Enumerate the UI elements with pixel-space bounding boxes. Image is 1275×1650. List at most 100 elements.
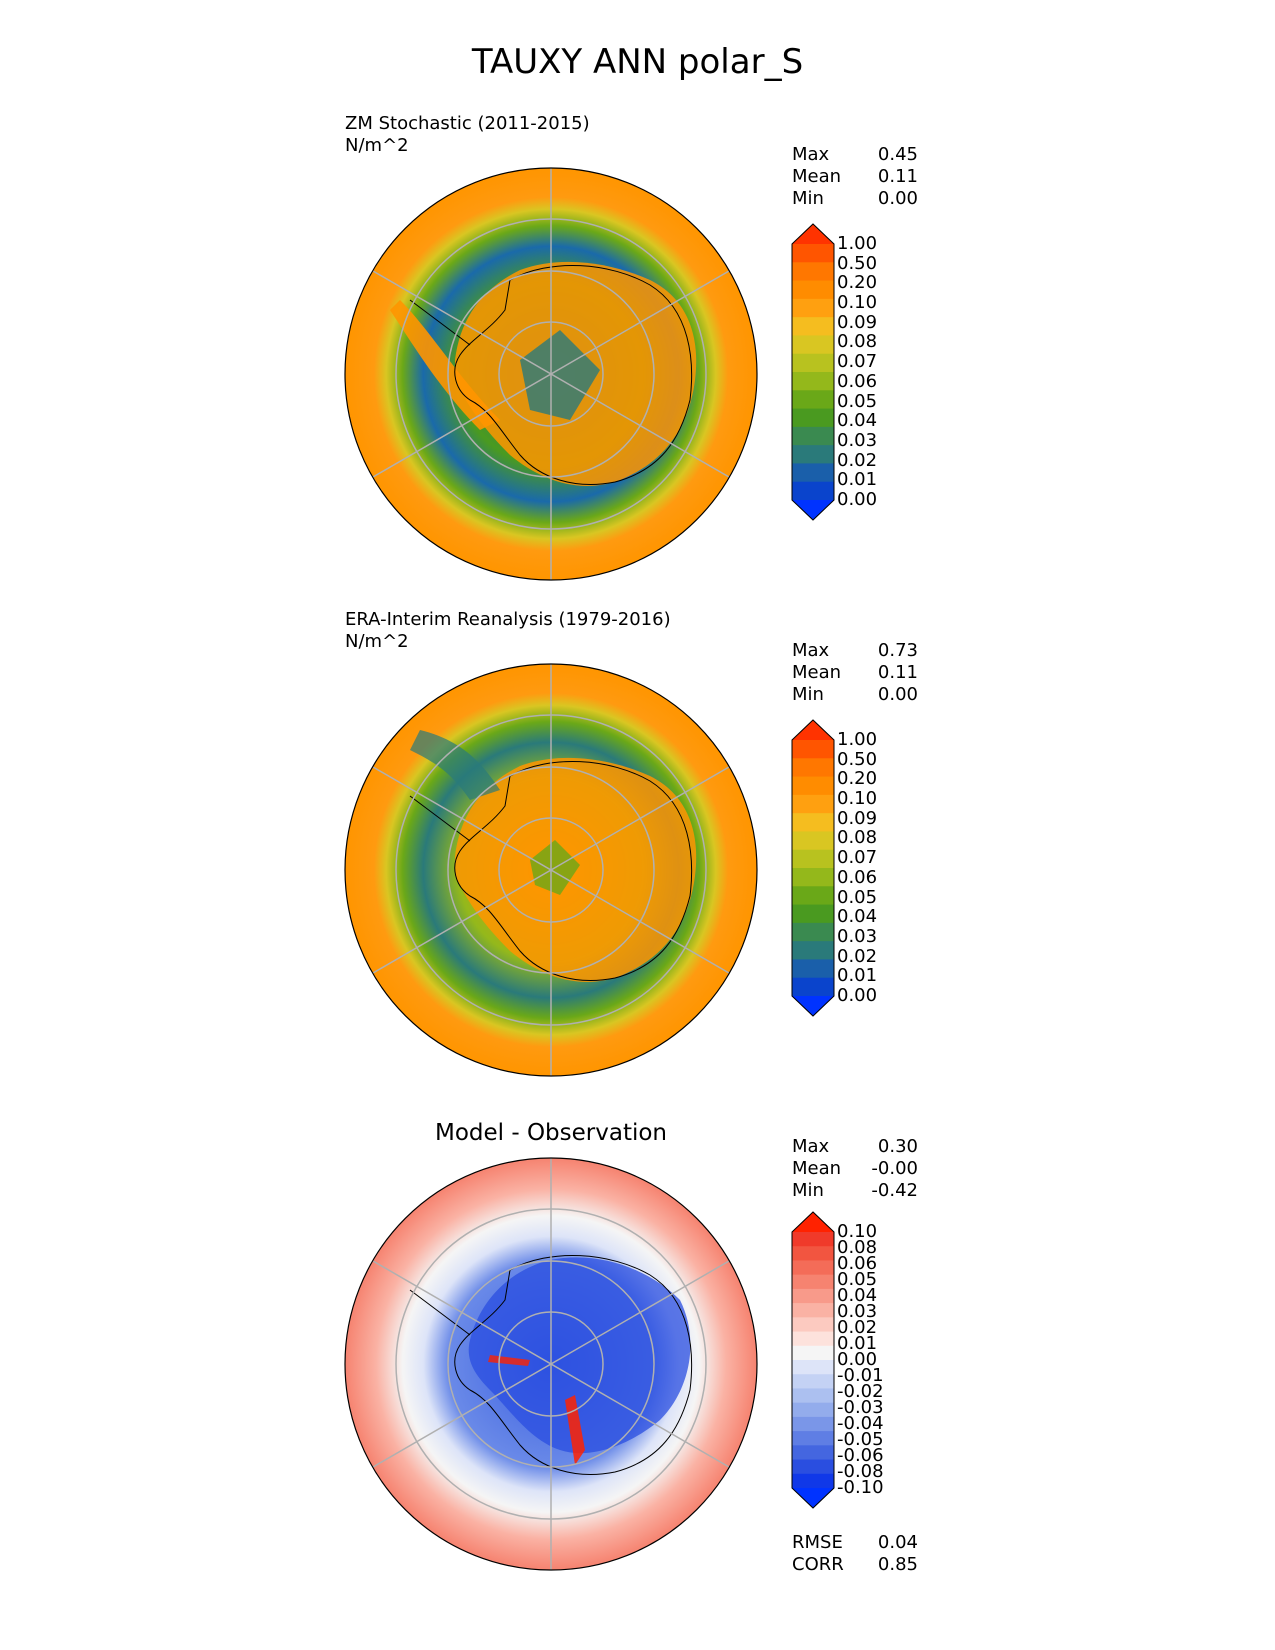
colorbar-3-tick-label: -0.08 xyxy=(837,1461,884,1482)
colorbar-2-segment xyxy=(792,813,834,832)
map-3 xyxy=(344,1157,758,1571)
map-2-peninsula-coast xyxy=(409,795,471,842)
map-1-interior-low xyxy=(520,330,600,420)
colorbar-2-segment xyxy=(792,740,834,759)
colorbar-1-over-arrow xyxy=(792,224,834,244)
colorbar-3-tick-label: -0.01 xyxy=(837,1365,884,1386)
panel-3-corr-label: CORR xyxy=(792,1554,844,1575)
colorbar-3-segment xyxy=(792,1232,834,1247)
panel-1-units: N/m^2 xyxy=(345,135,409,156)
map-2-graticule xyxy=(372,664,730,1076)
panel-2-stat-mean-label: Mean xyxy=(792,662,842,683)
map-1-peninsula-coast xyxy=(409,299,471,346)
colorbar-3-tick-label: -0.03 xyxy=(837,1397,884,1418)
map-2 xyxy=(344,663,758,1077)
panel-1-stat-min-value: 0.00 xyxy=(877,188,918,209)
colorbar-3-segment xyxy=(792,1445,834,1461)
map-1-peninsula-field xyxy=(390,300,500,430)
colorbar-3-tick-label: 0.01 xyxy=(837,1333,878,1354)
panel-1-stat-mean-value: 0.11 xyxy=(877,166,918,187)
colorbar-2-segment xyxy=(792,959,834,979)
panel-2-stat-max-value: 0.73 xyxy=(877,640,918,661)
colorbar-1-tick-label: 0.50 xyxy=(837,252,878,274)
colorbar-1-segment xyxy=(792,335,834,355)
colorbar-1-segment xyxy=(792,353,834,373)
colorbar-3-segment xyxy=(792,1360,834,1375)
colorbar-1-segment xyxy=(792,317,834,336)
colorbar-3-segment xyxy=(792,1473,834,1489)
panel-3-stat-mean-value: -0.00 xyxy=(871,1158,918,1179)
panel-3-rmse-value: 0.04 xyxy=(877,1532,918,1553)
colorbar-2-segment xyxy=(792,977,834,997)
colorbar-3-tick-label: -0.06 xyxy=(837,1445,884,1466)
colorbar-3-tick-label: -0.04 xyxy=(837,1413,884,1434)
colorbar-3-tick-label: -0.10 xyxy=(837,1477,884,1498)
colorbar-3-tick-label: 0.06 xyxy=(837,1253,878,1274)
panel-3-title: Model - Observation xyxy=(434,1120,668,1146)
colorbar-3-tick-label: 0.03 xyxy=(837,1301,878,1322)
colorbar-2 xyxy=(791,719,835,1017)
colorbar-1-segment xyxy=(792,262,834,282)
colorbar-2-tick-label: 0.08 xyxy=(837,827,878,849)
colorbars xyxy=(791,223,835,1509)
colorbar-2-segment xyxy=(792,868,834,887)
colorbar-2-segment xyxy=(792,941,834,960)
colorbar-2-segment xyxy=(792,849,834,869)
colorbar-3-segment xyxy=(792,1303,834,1318)
colorbar-3-under-arrow xyxy=(792,1488,834,1508)
colorbar-1-tick-label: 1.00 xyxy=(837,233,878,254)
colorbar-3-segment xyxy=(792,1431,834,1446)
colorbar-3-tick-label: 0.05 xyxy=(837,1269,878,1290)
map-3-peninsula-coast xyxy=(409,1289,471,1336)
colorbar-2-tick-label: 0.05 xyxy=(837,886,878,908)
colorbar-1-tick-label: 0.00 xyxy=(837,489,878,510)
map-1-graticule xyxy=(372,168,730,580)
colorbar-3-segment xyxy=(792,1402,834,1418)
colorbar-2-segment xyxy=(792,922,834,942)
colorbar-3-segment xyxy=(792,1274,834,1290)
colorbar-2-tick-label: 0.06 xyxy=(837,866,878,888)
colorbar-3-segment xyxy=(792,1260,834,1276)
colorbar-3-segment xyxy=(792,1331,834,1347)
colorbar-1-segment xyxy=(792,390,834,410)
colorbar-1-segment xyxy=(792,372,834,391)
map-3-boundary xyxy=(344,1157,758,1571)
colorbar-2-outline xyxy=(791,719,835,1017)
colorbar-2-segment xyxy=(792,904,834,924)
colorbar-2-segment xyxy=(792,794,834,814)
panel-2-stat-mean-value: 0.11 xyxy=(877,662,918,683)
map-3-positive-streak-2 xyxy=(488,1355,530,1366)
map-3-negative-region xyxy=(468,1257,691,1454)
colorbar-3-segment xyxy=(792,1345,834,1361)
colorbar-1-segment xyxy=(792,280,834,300)
panel-2-stat-min-label: Min xyxy=(792,684,824,705)
colorbar-1-segment xyxy=(792,445,834,464)
colorbar-2-segment xyxy=(792,758,834,778)
colorbar-2-tick-label: 0.03 xyxy=(837,925,878,947)
colorbar-1-segment xyxy=(792,298,834,318)
colorbar-3-segment xyxy=(792,1246,834,1261)
colorbar-2-segment xyxy=(792,831,834,851)
colorbar-1-tick-label: 0.02 xyxy=(837,449,878,471)
panel-2-stat-min-value: 0.00 xyxy=(877,684,918,705)
colorbar-3-segment xyxy=(792,1459,834,1475)
colorbar-2-tick-label: 0.09 xyxy=(837,807,878,829)
colorbar-1-tick-label: 0.20 xyxy=(837,272,878,294)
colorbar-3-segment xyxy=(792,1416,834,1432)
panel-1-title: ZM Stochastic (2011-2015) xyxy=(345,113,590,134)
panel-3-stat-max-label: Max xyxy=(792,1136,830,1157)
colorbar-3-tick-label: 0.10 xyxy=(837,1221,878,1242)
colorbar-2-tick-label: 1.00 xyxy=(837,729,878,750)
colorbar-1-tick-label: 0.09 xyxy=(837,311,878,333)
panel-1-stat-min-label: Min xyxy=(792,188,824,209)
colorbar-3-segment xyxy=(792,1317,834,1333)
colorbar-1-tick-label: 0.04 xyxy=(837,410,878,432)
colorbar-3 xyxy=(791,1211,835,1509)
colorbar-1-tick-label: 0.08 xyxy=(837,331,878,353)
colorbar-1-segment xyxy=(792,481,834,501)
colorbar-2-tick-label: 0.00 xyxy=(837,985,878,1006)
colorbar-1-segment xyxy=(792,408,834,428)
colorbar-2-tick-label: 0.07 xyxy=(837,847,878,869)
map-1 xyxy=(344,167,758,581)
